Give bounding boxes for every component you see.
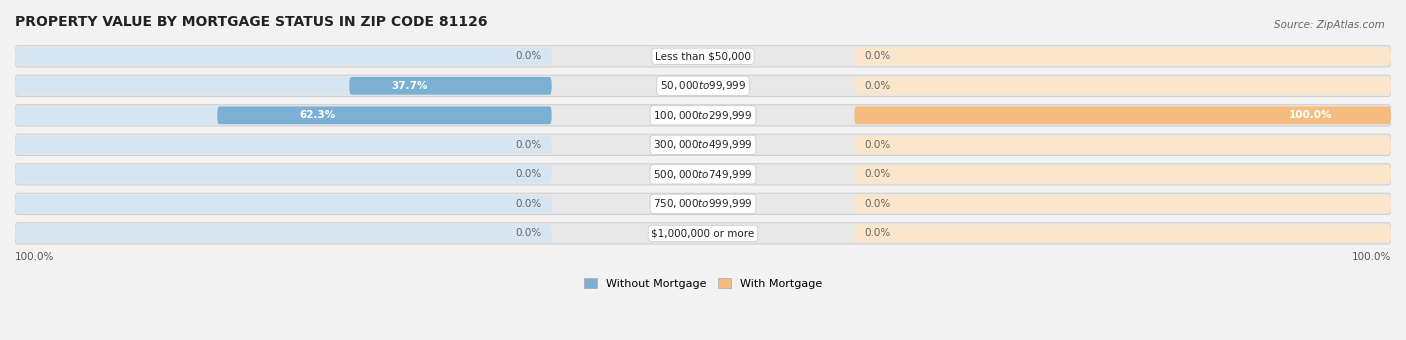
- FancyBboxPatch shape: [218, 106, 551, 124]
- Text: $100,000 to $299,999: $100,000 to $299,999: [654, 109, 752, 122]
- Text: $300,000 to $499,999: $300,000 to $499,999: [654, 138, 752, 151]
- Text: 100.0%: 100.0%: [15, 252, 55, 262]
- FancyBboxPatch shape: [855, 195, 1391, 213]
- Text: 0.0%: 0.0%: [515, 228, 541, 238]
- FancyBboxPatch shape: [855, 106, 1391, 124]
- FancyBboxPatch shape: [15, 223, 1391, 244]
- FancyBboxPatch shape: [349, 77, 551, 95]
- FancyBboxPatch shape: [855, 77, 1391, 95]
- FancyBboxPatch shape: [15, 166, 551, 183]
- Text: 37.7%: 37.7%: [392, 81, 429, 91]
- Text: $750,000 to $999,999: $750,000 to $999,999: [654, 197, 752, 210]
- Text: $500,000 to $749,999: $500,000 to $749,999: [654, 168, 752, 181]
- Text: 0.0%: 0.0%: [515, 51, 541, 61]
- Text: 0.0%: 0.0%: [515, 169, 541, 179]
- Text: 62.3%: 62.3%: [299, 110, 336, 120]
- FancyBboxPatch shape: [15, 224, 551, 242]
- Text: $1,000,000 or more: $1,000,000 or more: [651, 228, 755, 238]
- FancyBboxPatch shape: [855, 106, 1391, 124]
- FancyBboxPatch shape: [15, 105, 1391, 126]
- Text: 0.0%: 0.0%: [865, 169, 891, 179]
- FancyBboxPatch shape: [15, 46, 1391, 67]
- FancyBboxPatch shape: [15, 164, 1391, 185]
- FancyBboxPatch shape: [855, 48, 1391, 65]
- FancyBboxPatch shape: [855, 166, 1391, 183]
- Text: PROPERTY VALUE BY MORTGAGE STATUS IN ZIP CODE 81126: PROPERTY VALUE BY MORTGAGE STATUS IN ZIP…: [15, 15, 488, 29]
- FancyBboxPatch shape: [15, 48, 551, 65]
- FancyBboxPatch shape: [855, 224, 1391, 242]
- Text: Source: ZipAtlas.com: Source: ZipAtlas.com: [1274, 20, 1385, 30]
- Text: 100.0%: 100.0%: [1289, 110, 1333, 120]
- Text: $50,000 to $99,999: $50,000 to $99,999: [659, 79, 747, 92]
- Text: 0.0%: 0.0%: [515, 140, 541, 150]
- FancyBboxPatch shape: [15, 136, 551, 154]
- FancyBboxPatch shape: [15, 75, 1391, 97]
- FancyBboxPatch shape: [15, 134, 1391, 155]
- Text: 0.0%: 0.0%: [515, 199, 541, 209]
- Text: 0.0%: 0.0%: [865, 199, 891, 209]
- Text: 0.0%: 0.0%: [865, 228, 891, 238]
- FancyBboxPatch shape: [855, 136, 1391, 154]
- FancyBboxPatch shape: [15, 193, 1391, 215]
- Legend: Without Mortgage, With Mortgage: Without Mortgage, With Mortgage: [578, 273, 828, 294]
- FancyBboxPatch shape: [15, 195, 551, 213]
- Text: 0.0%: 0.0%: [865, 51, 891, 61]
- Text: Less than $50,000: Less than $50,000: [655, 51, 751, 61]
- FancyBboxPatch shape: [15, 106, 551, 124]
- FancyBboxPatch shape: [15, 77, 551, 95]
- Text: 0.0%: 0.0%: [865, 81, 891, 91]
- Text: 0.0%: 0.0%: [865, 140, 891, 150]
- Text: 100.0%: 100.0%: [1351, 252, 1391, 262]
